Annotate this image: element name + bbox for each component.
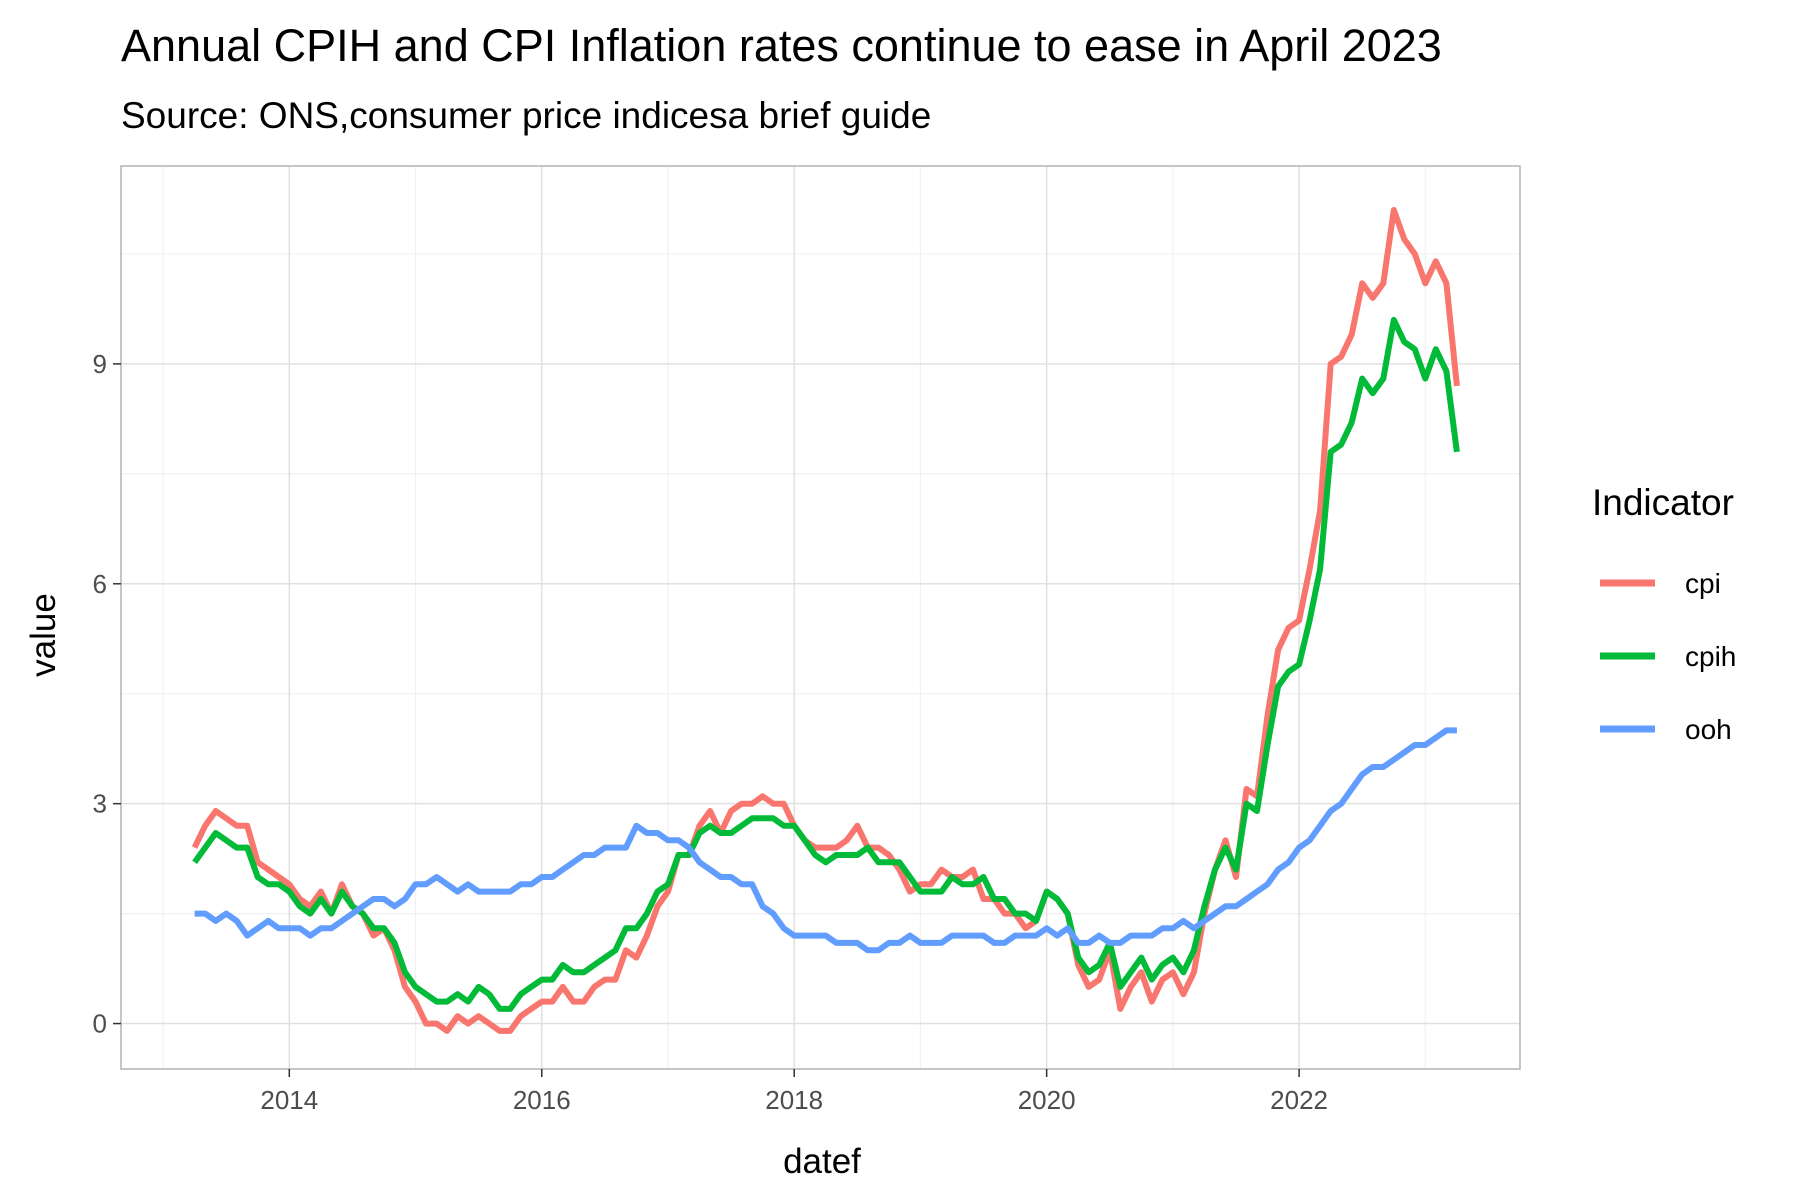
y-tick-label: 6 xyxy=(93,569,107,599)
x-axis: 2014 2016 2018 2020 2022 xyxy=(260,1069,1328,1115)
series-lines xyxy=(191,207,1460,1034)
series-line-cpi xyxy=(191,207,1460,1034)
legend-label-cpi: cpi xyxy=(1685,568,1721,599)
legend-title: Indicator xyxy=(1592,482,1734,523)
y-tick-label: 0 xyxy=(93,1009,107,1039)
y-axis: 0 3 6 9 xyxy=(93,349,121,1039)
series-line-cpih xyxy=(192,316,1460,1012)
series-line-ooh xyxy=(194,727,1457,954)
x-tick-label: 2016 xyxy=(513,1085,571,1115)
x-tick-label: 2018 xyxy=(765,1085,823,1115)
x-tick-label: 2020 xyxy=(1018,1085,1076,1115)
legend-label-cpih: cpih xyxy=(1685,641,1736,672)
chart-title: Annual CPIH and CPI Inflation rates cont… xyxy=(121,20,1442,71)
y-tick-label: 3 xyxy=(93,789,107,819)
legend: Indicator cpi cpih ooh xyxy=(1592,482,1736,745)
chart-subtitle: Source: ONS,consumer price indicesa brie… xyxy=(121,95,932,136)
y-tick-label: 9 xyxy=(93,349,107,379)
legend-label-ooh: ooh xyxy=(1685,714,1732,745)
plot-border xyxy=(120,165,1521,1070)
x-tick-label: 2014 xyxy=(260,1085,318,1115)
x-tick-label: 2022 xyxy=(1270,1085,1328,1115)
x-axis-title: datef xyxy=(783,1142,861,1181)
minor-gridlines xyxy=(121,166,1520,1069)
major-gridlines xyxy=(121,166,1520,1069)
y-axis-title: value xyxy=(24,593,63,677)
plot-panel xyxy=(121,166,1520,1069)
